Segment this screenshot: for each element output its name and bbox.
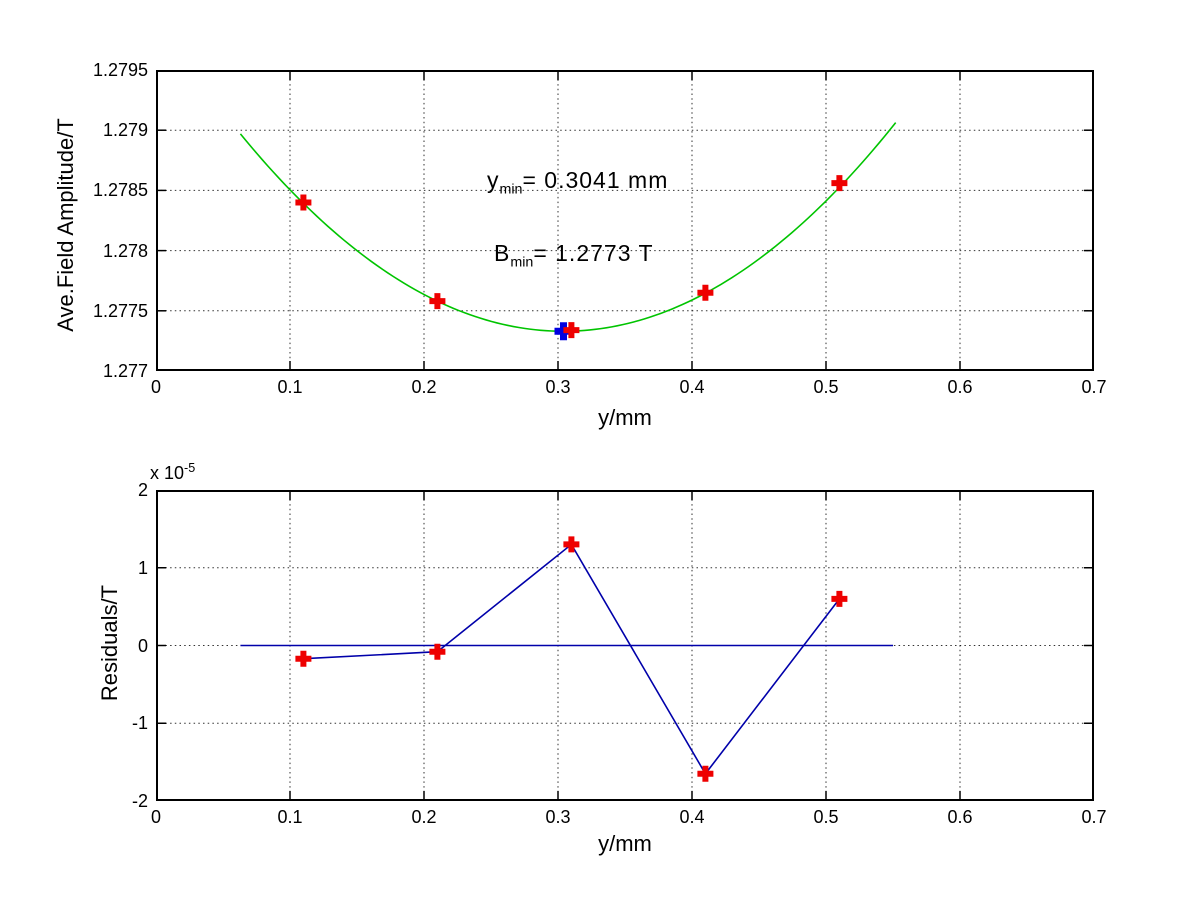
y-tick-label: 1.279	[102, 120, 148, 141]
x-tick-label: 0.7	[1081, 807, 1107, 827]
top-axes	[156, 70, 1094, 371]
x-tick-label: 0.4	[679, 807, 705, 827]
bottom-plot-area	[156, 490, 1094, 801]
ymin-annotation: ymin= 0.3041 mm	[487, 167, 669, 198]
bottom-axes	[156, 490, 1094, 801]
plot-frame	[156, 70, 1094, 371]
x-tick-label: 0.2	[411, 807, 437, 827]
x-tick-label: 0.5	[813, 807, 839, 827]
bmin-annotation: Bmin= 1.2773 T	[494, 240, 654, 271]
measured-point-marker	[831, 175, 848, 192]
measured-point-marker	[563, 322, 580, 339]
x-tick-label: 0	[150, 377, 162, 397]
plot-frame	[156, 490, 1094, 801]
x-tick-label: 0	[150, 807, 162, 827]
residual-point-marker	[295, 650, 312, 667]
measured-point-marker	[429, 293, 446, 310]
y-tick-label: -2	[131, 791, 148, 811]
x-tick-label: 0.3	[545, 377, 571, 397]
top-x-axis-label: y/mm	[598, 405, 652, 430]
residual-point-marker	[429, 643, 446, 660]
x-tick-label: 0.4	[679, 377, 705, 397]
y-tick-label: 0	[137, 635, 148, 656]
measured-point-marker	[697, 284, 714, 301]
x-tick-label: 0.2	[411, 377, 437, 397]
x-tick-label: 0.7	[1081, 377, 1107, 397]
x-tick-label: 0.1	[277, 807, 303, 827]
y-tick-label: 1.2775	[92, 300, 148, 321]
x-tick-label: 0.6	[947, 807, 973, 827]
y-tick-label: -1	[131, 713, 148, 734]
top-plot-area	[156, 70, 1094, 371]
y-tick-label: 2	[137, 480, 148, 500]
y-tick-label: 1.2785	[92, 180, 148, 201]
y-tick-label: 1.278	[102, 240, 148, 261]
y-tick-label: 1	[137, 557, 148, 578]
x-tick-label: 0.3	[545, 807, 571, 827]
y-tick-label: 1.277	[102, 361, 148, 381]
parabola-fit-line	[239, 122, 897, 333]
x-tick-label: 0.6	[947, 377, 973, 397]
measured-point-marker	[295, 194, 312, 211]
x-tick-label: 0.1	[277, 377, 303, 397]
residuals-polyline	[303, 543, 841, 776]
bottom-x-axis-label: y/mm	[598, 831, 652, 856]
y-axis-exponent-label: x 10-5	[150, 461, 196, 483]
residual-point-marker	[563, 536, 580, 553]
residual-point-marker	[697, 765, 714, 782]
y-tick-label: 1.2795	[92, 60, 148, 80]
x-tick-label: 0.5	[813, 377, 839, 397]
residual-point-marker	[831, 590, 848, 607]
top-y-axis-label: Ave.Field Amplitude/T	[53, 118, 78, 332]
